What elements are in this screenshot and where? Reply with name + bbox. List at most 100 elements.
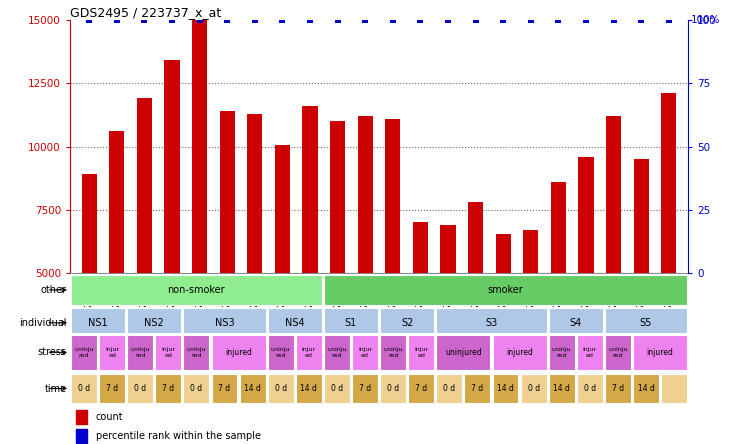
Point: [498, 16, 509, 24]
Bar: [549, 374, 575, 403]
Bar: [71, 308, 125, 337]
Bar: [436, 334, 490, 370]
Bar: [127, 308, 181, 337]
Point: [277, 16, 289, 24]
Bar: [324, 374, 350, 403]
Bar: [523, 230, 539, 400]
Bar: [71, 374, 97, 403]
Text: 7 d: 7 d: [359, 384, 371, 393]
Bar: [551, 182, 566, 400]
Bar: [296, 374, 322, 403]
Text: uninju
red: uninju red: [187, 347, 206, 358]
Bar: [268, 374, 294, 403]
Bar: [605, 308, 687, 337]
Text: 0 d: 0 d: [191, 384, 202, 393]
Text: 0 d: 0 d: [78, 384, 90, 393]
Text: 7 d: 7 d: [219, 384, 230, 393]
Bar: [520, 374, 547, 403]
Text: injur
ed: injur ed: [583, 347, 597, 358]
Text: injured: injured: [647, 348, 673, 357]
Text: other: other: [40, 285, 67, 295]
Text: uninju
red: uninju red: [327, 347, 347, 358]
Text: percentile rank within the sample: percentile rank within the sample: [96, 431, 261, 441]
Text: 7 d: 7 d: [415, 384, 428, 393]
Bar: [385, 119, 400, 400]
Text: S4: S4: [570, 318, 582, 328]
Text: stress: stress: [38, 347, 67, 357]
Text: uninjured: uninjured: [445, 348, 481, 357]
Text: 0 d: 0 d: [275, 384, 287, 393]
Text: injur
ed: injur ed: [414, 347, 428, 358]
Point: [166, 16, 178, 24]
Point: [608, 16, 620, 24]
Point: [359, 16, 371, 24]
Text: NS2: NS2: [144, 318, 164, 328]
Bar: [99, 334, 125, 370]
Bar: [99, 374, 125, 403]
Point: [194, 16, 205, 24]
Text: NS3: NS3: [215, 318, 234, 328]
Bar: [71, 275, 322, 305]
Text: 14 d: 14 d: [553, 384, 570, 393]
Bar: [219, 111, 235, 400]
Bar: [155, 374, 181, 403]
Bar: [381, 334, 406, 370]
Bar: [109, 131, 124, 400]
Text: 0 d: 0 d: [387, 384, 399, 393]
Bar: [661, 93, 676, 400]
Bar: [408, 334, 434, 370]
Text: 7 d: 7 d: [612, 384, 624, 393]
Bar: [408, 374, 434, 403]
Bar: [577, 334, 603, 370]
Point: [525, 16, 537, 24]
Text: injur
ed: injur ed: [105, 347, 119, 358]
Bar: [352, 334, 378, 370]
Bar: [76, 410, 88, 424]
Bar: [605, 334, 631, 370]
Bar: [183, 334, 209, 370]
Bar: [192, 20, 208, 400]
Text: 14 d: 14 d: [497, 384, 514, 393]
Bar: [324, 275, 687, 305]
Bar: [413, 222, 428, 400]
Bar: [240, 374, 266, 403]
Text: uninju
red: uninju red: [130, 347, 150, 358]
Bar: [275, 145, 290, 400]
Bar: [358, 116, 373, 400]
Bar: [495, 234, 511, 400]
Text: NS1: NS1: [88, 318, 108, 328]
Bar: [661, 374, 687, 403]
Text: smoker: smoker: [488, 285, 523, 295]
Text: 0 d: 0 d: [134, 384, 146, 393]
Bar: [633, 334, 687, 370]
Bar: [76, 429, 88, 443]
Bar: [492, 334, 547, 370]
Bar: [436, 308, 547, 337]
Text: time: time: [45, 384, 67, 393]
Point: [663, 16, 675, 24]
Point: [138, 16, 150, 24]
Text: 0 d: 0 d: [584, 384, 596, 393]
Point: [553, 16, 565, 24]
Text: injured: injured: [506, 348, 533, 357]
Point: [249, 16, 261, 24]
Text: non-smoker: non-smoker: [168, 285, 225, 295]
Point: [387, 16, 399, 24]
Point: [222, 16, 233, 24]
Point: [332, 16, 344, 24]
Text: S3: S3: [485, 318, 498, 328]
Bar: [468, 202, 484, 400]
Text: uninju
red: uninju red: [271, 347, 291, 358]
Bar: [330, 121, 345, 400]
Text: 7 d: 7 d: [471, 384, 484, 393]
Bar: [302, 106, 318, 400]
Text: injur
ed: injur ed: [302, 347, 316, 358]
Bar: [155, 334, 181, 370]
Text: count: count: [96, 412, 124, 422]
Text: uninju
red: uninju red: [383, 347, 403, 358]
Text: injur
ed: injur ed: [161, 347, 175, 358]
Text: injur
ed: injur ed: [358, 347, 372, 358]
Point: [414, 16, 426, 24]
Text: 100%: 100%: [691, 15, 721, 25]
Text: 7 d: 7 d: [162, 384, 174, 393]
